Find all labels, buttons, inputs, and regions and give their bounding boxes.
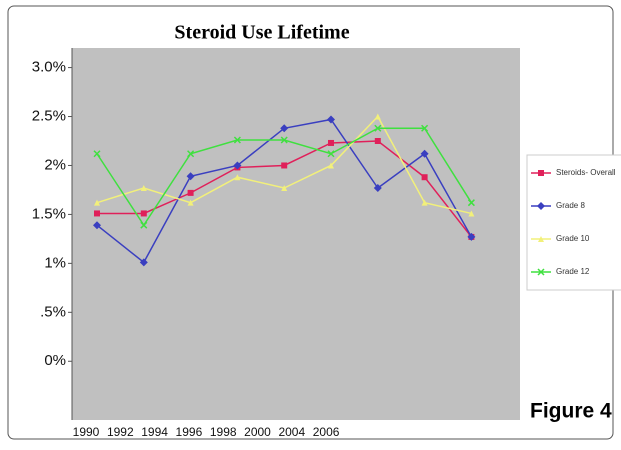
legend-label: Grade 10 xyxy=(556,234,590,243)
point xyxy=(421,199,428,206)
point xyxy=(140,184,147,191)
legend-label: Grade 8 xyxy=(556,201,585,210)
point xyxy=(327,150,335,158)
legend-marker xyxy=(537,268,545,276)
point xyxy=(187,199,194,206)
point xyxy=(233,161,242,170)
point xyxy=(467,199,475,207)
x-tick-label: 1990 xyxy=(73,425,100,439)
point xyxy=(468,210,475,217)
figure-label: Figure 4 xyxy=(530,400,612,423)
point xyxy=(421,124,429,132)
y-tick-label: 1% xyxy=(44,254,66,271)
point xyxy=(374,113,381,120)
point xyxy=(327,115,335,124)
y-tick-label: 2.5% xyxy=(32,107,66,124)
point xyxy=(281,184,288,191)
point xyxy=(187,189,194,196)
point xyxy=(467,232,476,241)
x-tick-label: 2004 xyxy=(278,425,305,439)
legend-label: Grade 12 xyxy=(556,267,590,276)
legend-marker xyxy=(538,170,544,176)
legend-label: Steroids- Overall xyxy=(556,168,616,177)
y-tick-label: .5% xyxy=(40,303,66,320)
legend-marker xyxy=(538,236,544,242)
point xyxy=(140,210,147,217)
legend-box xyxy=(526,154,621,291)
y-tick-label: 1.5% xyxy=(32,205,66,222)
x-tick-label: 1994 xyxy=(141,425,168,439)
point xyxy=(328,139,334,146)
point xyxy=(139,258,148,267)
point xyxy=(280,136,288,144)
legend-marker xyxy=(537,202,545,210)
point xyxy=(94,210,100,217)
point xyxy=(234,174,241,181)
point xyxy=(93,221,101,230)
chart-title: Steroid Use Lifetime xyxy=(174,22,349,44)
point xyxy=(420,149,429,158)
x-tick-label: 1992 xyxy=(107,425,134,439)
point xyxy=(421,174,428,181)
x-tick-label: 2006 xyxy=(313,425,340,439)
x-tick-label: 2000 xyxy=(244,425,271,439)
plot-area xyxy=(72,48,520,420)
point xyxy=(186,172,195,181)
y-tick-label: 2% xyxy=(44,156,66,173)
x-tick-label: 1998 xyxy=(210,425,237,439)
point xyxy=(373,183,382,192)
point xyxy=(374,124,382,132)
point xyxy=(374,138,381,144)
point xyxy=(281,162,288,169)
y-tick-label: 0% xyxy=(44,352,66,369)
y-tick-label: 3.0% xyxy=(32,59,66,76)
point xyxy=(93,150,101,158)
point xyxy=(187,150,195,158)
point xyxy=(94,199,100,206)
point xyxy=(233,136,241,144)
point xyxy=(280,124,289,133)
point xyxy=(328,162,334,169)
point xyxy=(140,221,148,229)
x-tick-label: 1996 xyxy=(176,425,203,439)
